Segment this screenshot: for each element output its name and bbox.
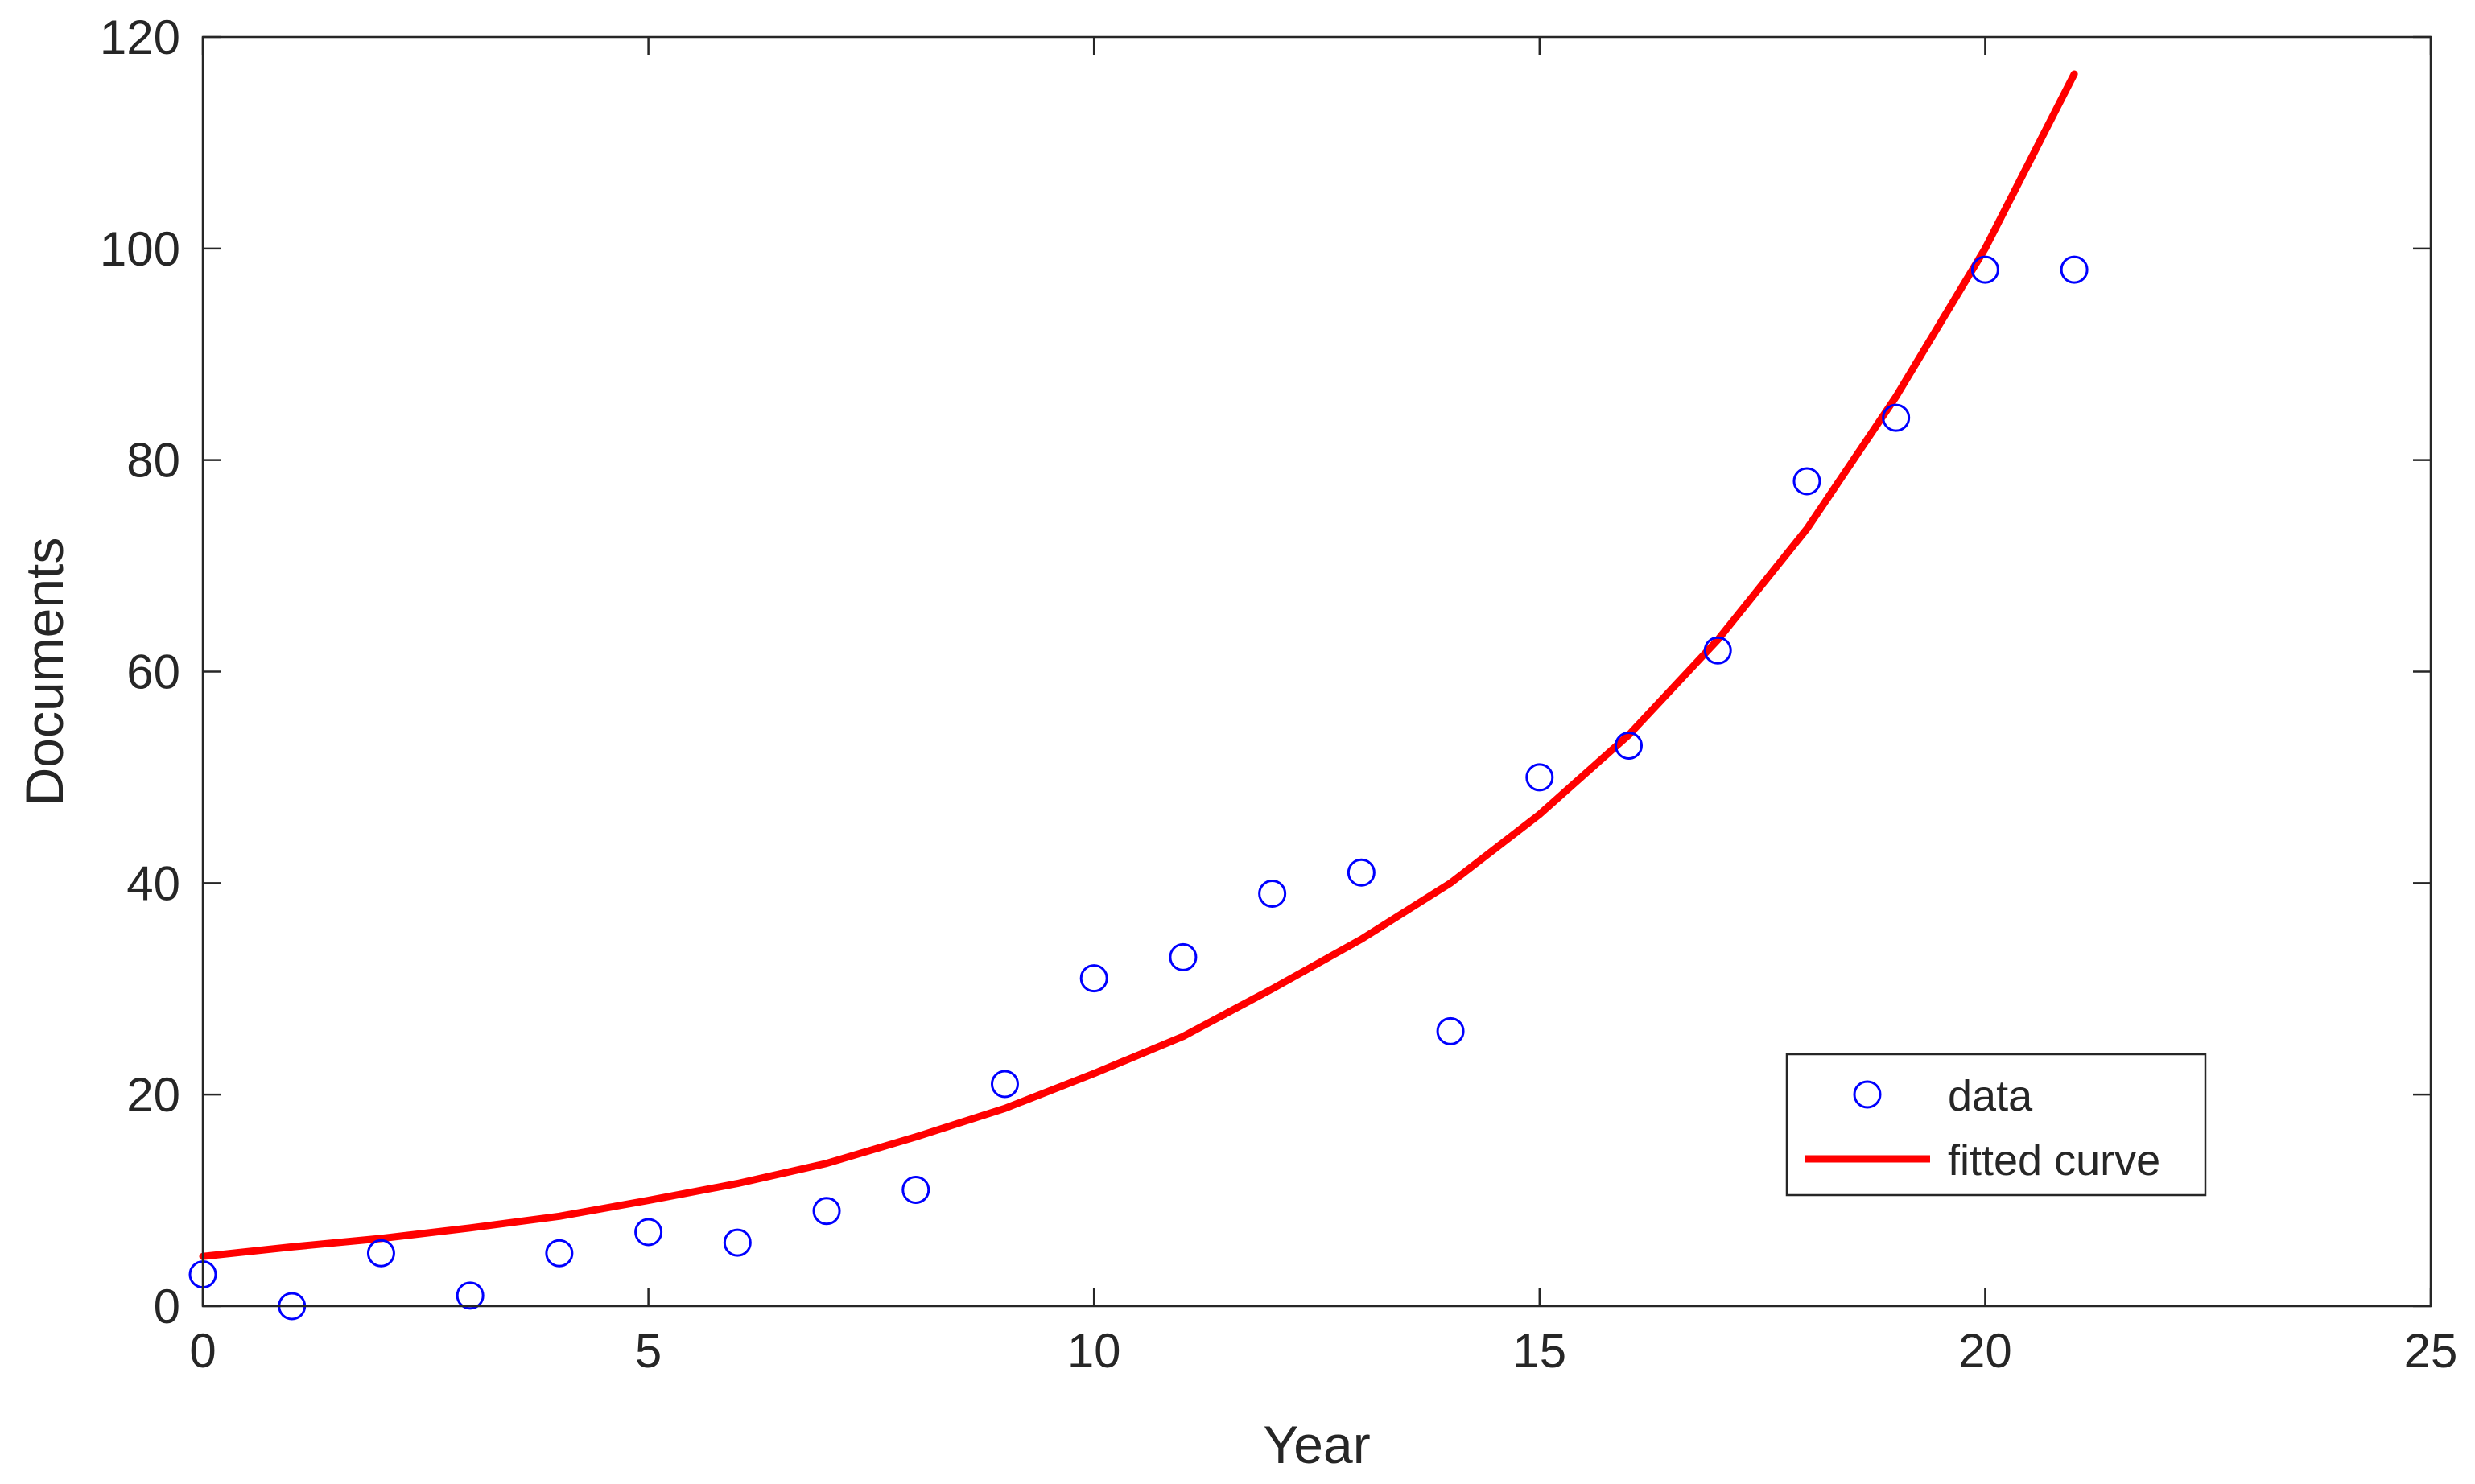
data-point bbox=[1436, 1016, 1465, 1045]
data-point bbox=[990, 1070, 1019, 1099]
data-point bbox=[1703, 636, 1732, 665]
x-tick-label: 15 bbox=[1512, 1324, 1566, 1378]
plot-frame bbox=[201, 35, 2432, 1308]
y-axis-label: Documents bbox=[14, 538, 74, 806]
x-tick-label: 20 bbox=[1958, 1324, 2012, 1378]
y-tick-label: 20 bbox=[126, 1068, 180, 1122]
data-point bbox=[1882, 403, 1911, 432]
fitted-curve-line bbox=[199, 70, 2078, 1260]
y-tick-label: 40 bbox=[126, 856, 180, 910]
data-point bbox=[901, 1175, 930, 1204]
legend-marker-data bbox=[1853, 1080, 1882, 1109]
x-tick-label: 0 bbox=[189, 1324, 216, 1378]
y-tick-label: 100 bbox=[100, 222, 180, 276]
x-tick-label: 25 bbox=[2404, 1324, 2458, 1378]
legend: data fitted curve bbox=[1785, 1053, 2207, 1197]
data-point bbox=[1258, 879, 1287, 908]
data-point bbox=[2060, 255, 2089, 284]
data-point bbox=[723, 1228, 752, 1257]
y-tick-label: 0 bbox=[154, 1280, 180, 1334]
legend-box bbox=[1785, 1053, 2207, 1197]
y-tick-label: 120 bbox=[100, 10, 180, 64]
data-point bbox=[1792, 467, 1821, 496]
data-point bbox=[1169, 942, 1198, 971]
data-point bbox=[545, 1239, 574, 1268]
x-tick-label: 5 bbox=[635, 1324, 662, 1378]
legend-label-data: data bbox=[1948, 1072, 2033, 1120]
x-axis-ticks: 0 5 10 15 20 25 bbox=[189, 37, 2457, 1378]
data-point bbox=[456, 1281, 485, 1310]
x-axis-label: Year bbox=[1263, 1415, 1370, 1474]
data-point bbox=[1079, 964, 1108, 993]
legend-label-fitted-curve: fitted curve bbox=[1948, 1136, 2160, 1185]
y-tick-label: 60 bbox=[126, 645, 180, 699]
x-tick-label: 10 bbox=[1067, 1324, 1121, 1378]
data-point bbox=[1347, 858, 1376, 887]
data-point bbox=[1615, 731, 1644, 760]
data-point bbox=[634, 1218, 663, 1247]
data-point bbox=[1525, 763, 1554, 792]
y-tick-label: 80 bbox=[126, 434, 180, 488]
data-point bbox=[1970, 255, 1999, 284]
data-point bbox=[812, 1197, 841, 1226]
data-point bbox=[366, 1239, 395, 1268]
y-axis-ticks: 0 20 40 60 80 100 120 bbox=[100, 10, 2431, 1334]
